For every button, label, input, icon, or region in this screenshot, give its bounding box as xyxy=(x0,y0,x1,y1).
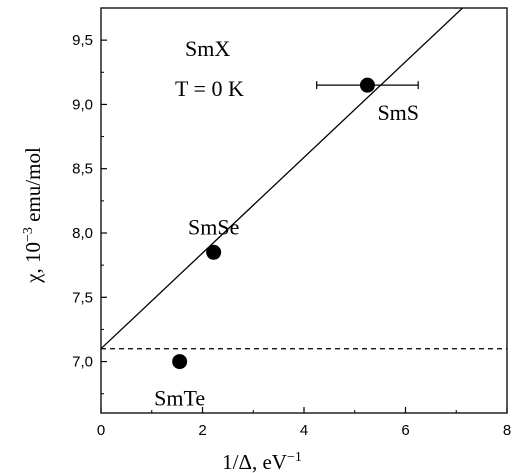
y-tick-label: 8,0 xyxy=(72,225,93,242)
annotation-temperature: T = 0 K xyxy=(175,76,244,101)
point-label: SmS xyxy=(377,100,419,125)
x-tick-label: 0 xyxy=(97,422,105,439)
y-tick-label: 9,5 xyxy=(72,32,93,49)
y-axis-label-main: χ, 10 xyxy=(21,242,45,284)
data-point xyxy=(359,77,375,93)
plot-layer: 0 2 4 6 8 7,0 7,5 8,0 8,5 9,0 9,5 SmS SmSe SmTe xyxy=(72,7,511,439)
y-tick-label: 7,5 xyxy=(72,289,93,306)
y-tick-label: 9,0 xyxy=(72,96,93,113)
x-tick-label: 6 xyxy=(401,422,409,439)
plot-frame xyxy=(100,7,508,414)
point-label: SmSe xyxy=(188,214,239,239)
x-tick-label: 4 xyxy=(300,422,308,439)
y-axis-label: χ, 10−3 emu/mol xyxy=(21,147,45,284)
data-point xyxy=(172,354,188,370)
x-axis-label-sup: −1 xyxy=(287,450,302,465)
x-axis-label-main: 1/Δ, eV xyxy=(222,450,287,473)
y-tick-label: 7,0 xyxy=(72,354,93,371)
x-axis-label: 1/Δ, eV−1 xyxy=(222,450,302,473)
data-point xyxy=(206,244,222,260)
point-label: SmTe xyxy=(154,386,205,411)
y-tick-label: 8,5 xyxy=(72,161,93,178)
y-axis-label-rest: emu/mol xyxy=(21,147,45,227)
annotation-smx: SmX xyxy=(185,36,230,61)
x-tick-label: 2 xyxy=(198,422,206,439)
x-tick-label: 8 xyxy=(503,422,511,439)
fit-line xyxy=(101,8,464,350)
y-axis-label-sup: −3 xyxy=(21,227,36,242)
